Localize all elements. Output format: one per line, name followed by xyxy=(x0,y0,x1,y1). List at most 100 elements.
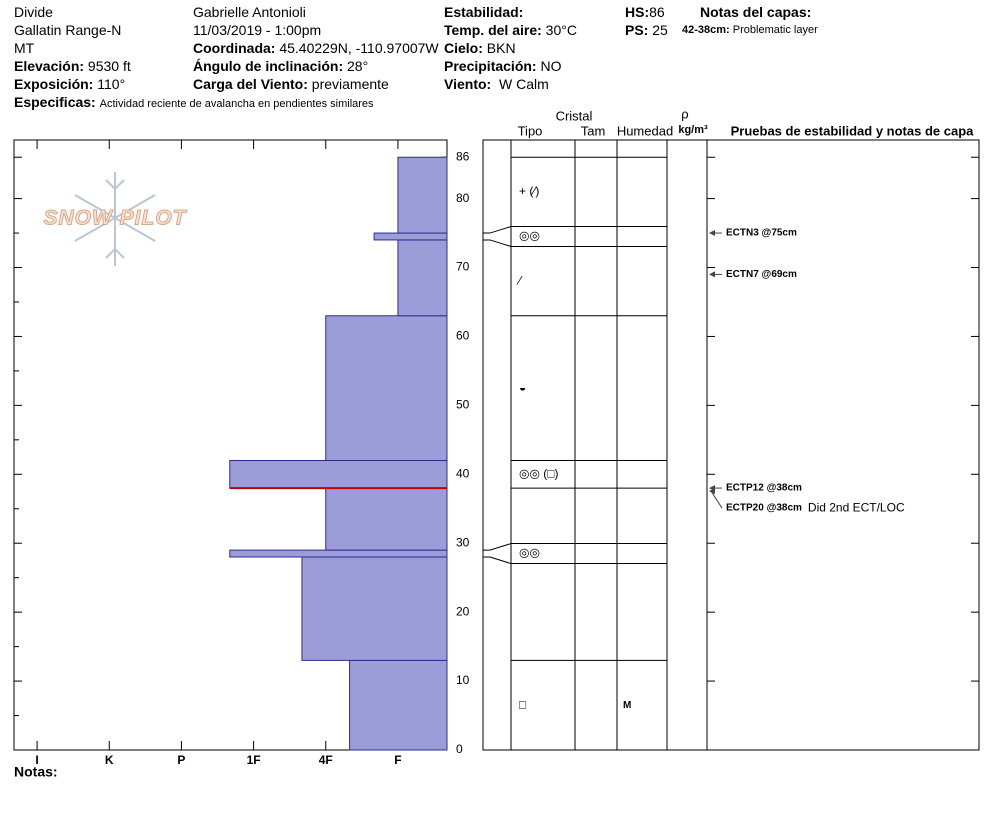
y-tick-label: 40 xyxy=(456,466,470,480)
elevation: Elevación: 9530 ft xyxy=(14,57,131,75)
grain-type: ◎◎ (□) xyxy=(519,466,559,480)
hardness-bar xyxy=(229,549,448,558)
x-tick-label: 4F xyxy=(319,753,333,767)
hardness-bar xyxy=(397,239,448,317)
label: Viento: xyxy=(444,76,492,92)
y-tick-label: 10 xyxy=(456,673,470,687)
label: Especificas: xyxy=(14,94,96,110)
y-tick-label: 86 xyxy=(456,149,470,163)
logo-flake xyxy=(74,194,156,242)
value: Actividad reciente de avalancha en pendi… xyxy=(99,98,374,110)
y-tick-label: 80 xyxy=(456,191,470,205)
aspect: Exposición: 110° xyxy=(14,75,125,93)
x-tick-label: P xyxy=(177,753,185,767)
value: 45.40229N, -110.97007W xyxy=(279,40,439,56)
test-label: ECTN7 @69cm xyxy=(726,269,797,280)
test-note: Did 2nd ECT/LOC xyxy=(808,500,905,514)
grain-type: + (⁄) xyxy=(519,184,539,198)
grain-type: ⁄ xyxy=(516,273,523,287)
label: Temp. del aire: xyxy=(444,22,542,38)
layer-notes-label: Notas del capas: xyxy=(700,3,811,21)
label: Notas del capas: xyxy=(700,4,812,20)
y-tick-label: 0 xyxy=(456,742,463,756)
grain-type: □ xyxy=(519,697,526,711)
label: Cielo: xyxy=(444,40,483,56)
column-header: Tam xyxy=(581,123,606,138)
layer-connector xyxy=(483,226,512,234)
value: 110° xyxy=(97,76,126,92)
slope: Ángulo de inclinación: 28° xyxy=(193,57,368,75)
layer-connector xyxy=(483,239,512,247)
value: previamente xyxy=(311,76,389,92)
ps: PS: 25 xyxy=(625,21,668,39)
x-tick-label: I xyxy=(35,753,38,767)
grain-type: ◎◎ xyxy=(519,546,540,560)
grain-type: ◎◎ xyxy=(519,229,540,243)
y-tick-label: 70 xyxy=(456,260,470,274)
site: Divide xyxy=(14,4,53,20)
y-tick-label: 20 xyxy=(456,604,470,618)
test-label: ECTP12 @38cm xyxy=(726,483,802,494)
logo-flake xyxy=(105,247,125,259)
table-frame xyxy=(482,139,980,751)
x-tick-label: F xyxy=(394,753,401,767)
column-header: Tipo xyxy=(518,123,543,138)
notes-label: Notas: xyxy=(14,764,58,780)
hardness-bar xyxy=(301,556,448,661)
text: Problematic layer xyxy=(732,24,818,36)
wind: Viento: W Calm xyxy=(444,75,549,93)
hardness-bar xyxy=(397,156,448,234)
test-arrow xyxy=(710,490,723,509)
test-label: ECTN3 @75cm xyxy=(726,228,797,239)
label: PS: xyxy=(625,22,649,38)
hardness-bar xyxy=(373,232,448,241)
specifics: Especificas: Actividad reciente de avala… xyxy=(14,93,374,113)
layer-connector xyxy=(483,556,512,565)
grain-type: ◒ xyxy=(519,380,526,394)
hardness-bar xyxy=(325,487,448,551)
logo-text: SNOW PILOT xyxy=(44,207,188,230)
x-tick-label: K xyxy=(105,753,114,767)
hardness-bar xyxy=(229,460,448,489)
wind-loading: Carga del Viento: previamente xyxy=(193,75,389,93)
range: Gallatin Range-N xyxy=(14,22,122,38)
logo xyxy=(74,172,156,266)
layer-note: 42-38cm: Problematic layer xyxy=(682,21,818,39)
value: 25 xyxy=(652,22,668,38)
label: Carga del Viento: xyxy=(193,76,308,92)
stability: Estabilidad: xyxy=(444,3,523,21)
precipitation: Precipitación: NO xyxy=(444,57,561,75)
hardness-bar xyxy=(349,659,448,751)
value: 28° xyxy=(347,58,369,74)
table-columns xyxy=(510,140,708,750)
test-label: ECTP20 @38cm xyxy=(726,503,802,514)
label: Ángulo de inclinación: xyxy=(193,58,344,74)
value: 86 xyxy=(649,4,665,20)
column-header: Cristal xyxy=(556,108,593,123)
range: 42-38cm: xyxy=(682,24,730,36)
y-tick-label: 60 xyxy=(456,329,470,343)
hs: HS:86 xyxy=(625,3,665,21)
label: Precipitación: xyxy=(444,58,537,74)
layer-connector xyxy=(483,543,512,551)
label: Coordinada: xyxy=(193,40,276,56)
test-arrowhead xyxy=(709,230,715,237)
value: 9530 ft xyxy=(87,58,131,74)
y-tick-label: 30 xyxy=(456,535,470,549)
coordinates: Coordinada: 45.40229N, -110.97007W xyxy=(193,39,439,57)
value: NO xyxy=(540,58,562,74)
column-header: Pruebas de estabilidad y notas de capa xyxy=(731,123,975,138)
label: Elevación: xyxy=(14,58,85,74)
x-tick-label: 1F xyxy=(247,753,261,767)
y-tick-label: 50 xyxy=(456,398,470,412)
state: MT xyxy=(14,40,35,56)
label: HS: xyxy=(625,4,650,20)
column-header: Humedad xyxy=(617,123,673,138)
observer: Gabrielle Antonioli xyxy=(193,4,306,20)
value: W Calm xyxy=(498,76,549,92)
column-header: kg/m³ xyxy=(678,124,708,136)
test-arrowhead xyxy=(709,271,715,278)
air-temp: Temp. del aire: 30°C xyxy=(444,21,577,39)
